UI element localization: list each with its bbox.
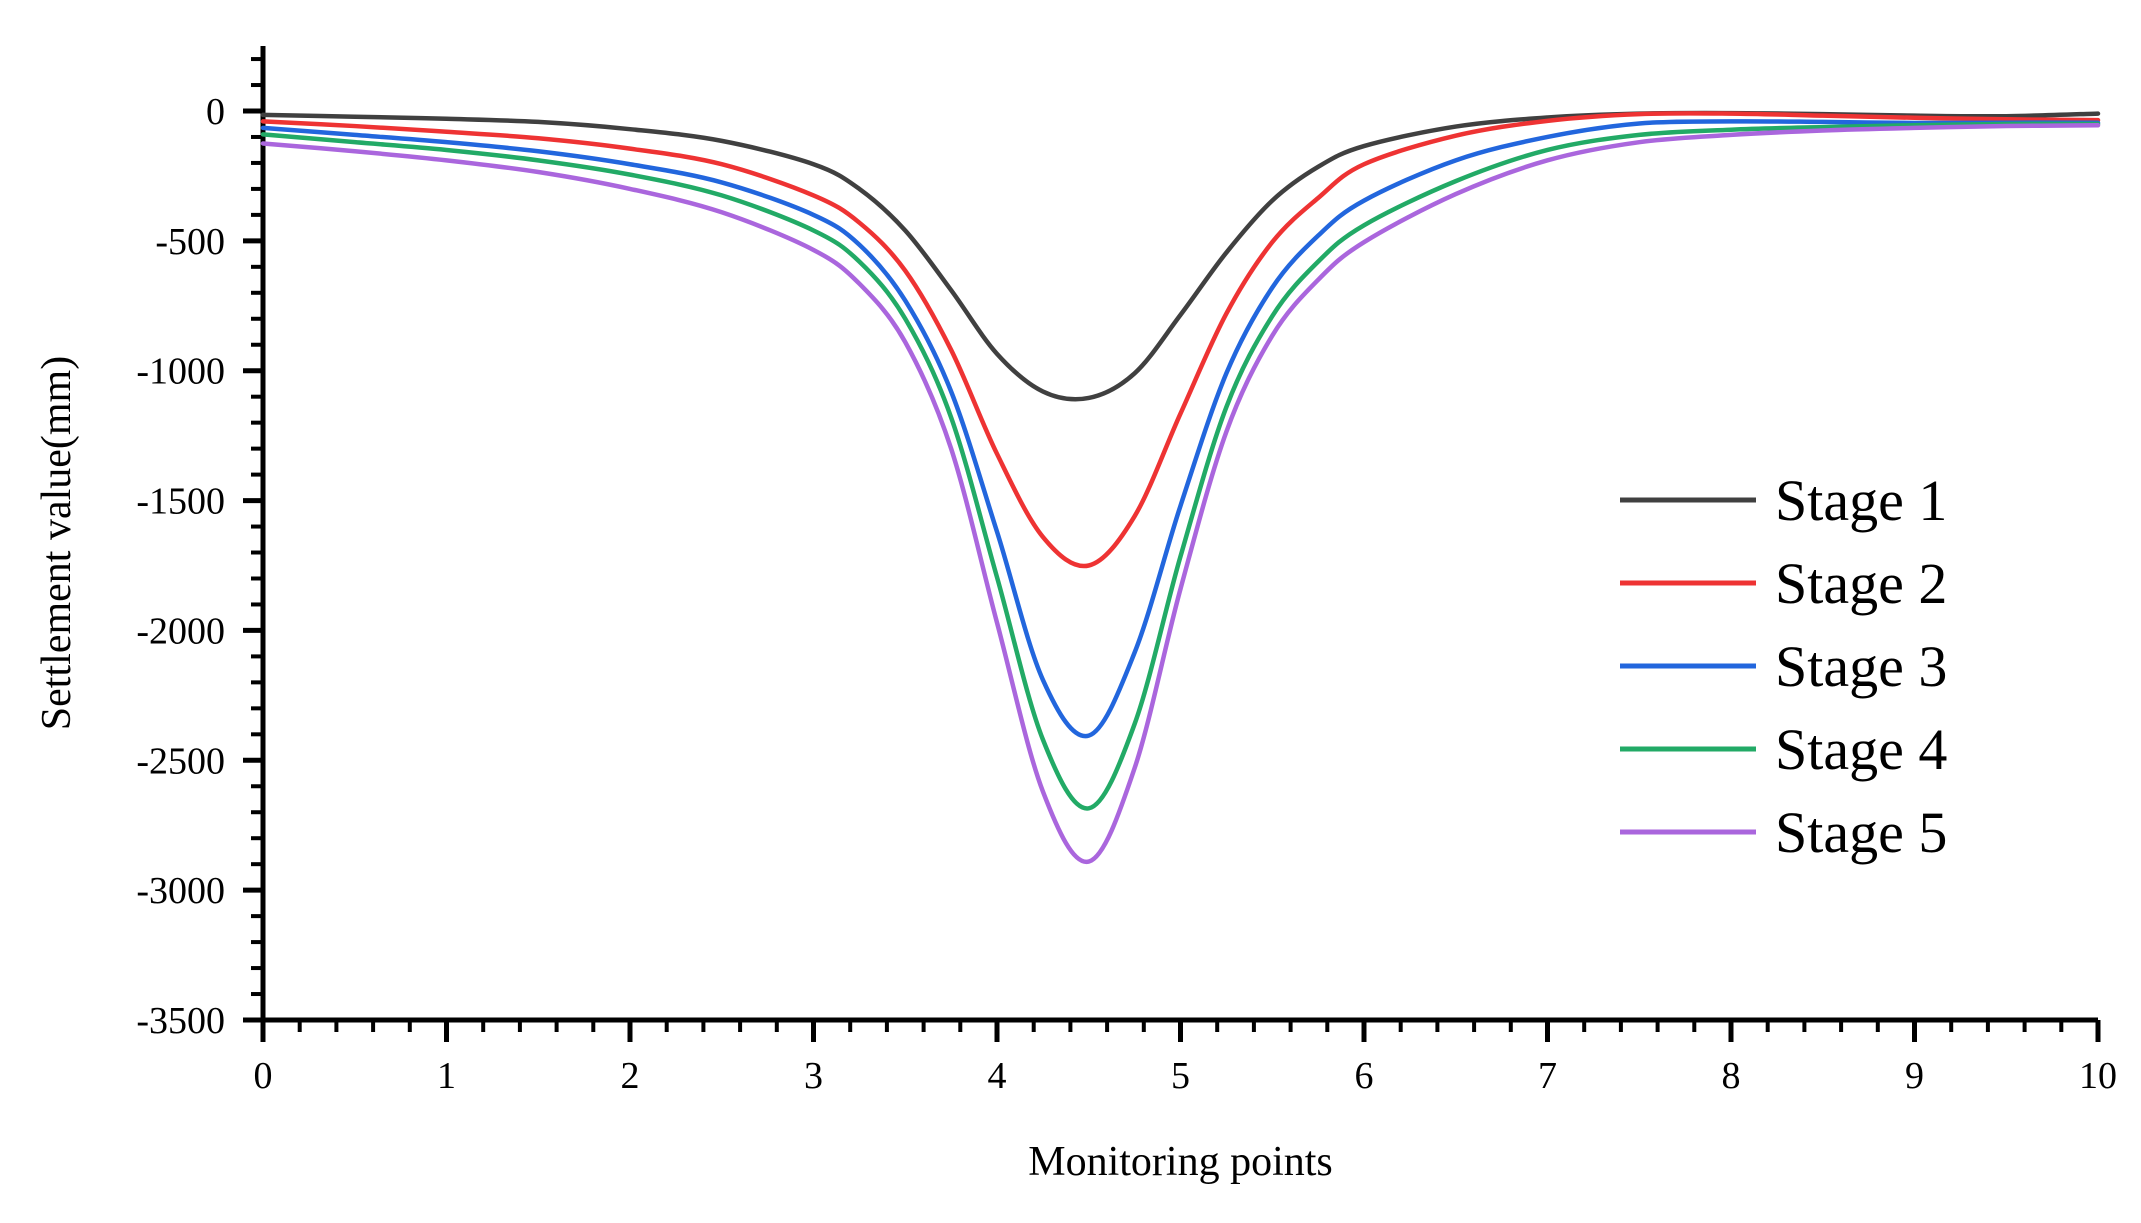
y-axis-title: Settlement value(mm) — [34, 356, 80, 730]
x-tick-label: 9 — [1905, 1055, 1924, 1097]
legend-label-stage-3: Stage 3 — [1775, 634, 1947, 699]
legend-label-stage-4: Stage 4 — [1775, 717, 1947, 782]
y-tick-label: -1000 — [136, 351, 225, 393]
y-tick-label: 0 — [206, 91, 225, 133]
y-tick-label: -2000 — [136, 610, 225, 652]
series-line-stage-2 — [260, 111, 2101, 569]
x-tick-label: 4 — [988, 1055, 1007, 1097]
y-tick-label: -2500 — [136, 740, 225, 782]
x-tick-label: 1 — [437, 1055, 456, 1097]
y-tick-label: -500 — [155, 221, 225, 263]
series-line-stage-4 — [260, 121, 2101, 811]
series-line-stage-3 — [260, 119, 2101, 739]
legend-label-stage-5: Stage 5 — [1775, 800, 1947, 865]
x-tick-label: 8 — [1722, 1055, 1741, 1097]
axes: 0 1 2 3 4 5 6 7 8 9 10 0 -500 -1000 -1500 -2000 -2500 -30… — [136, 46, 2117, 1097]
x-axis-title: Monitoring points — [1028, 1139, 1333, 1185]
x-tick-label: 5 — [1171, 1055, 1190, 1097]
x-tick-label: 10 — [2079, 1055, 2117, 1097]
y-tick-label: -3000 — [136, 870, 225, 912]
x-tick-label: 3 — [804, 1055, 823, 1097]
x-tick-label: 7 — [1538, 1055, 1557, 1097]
x-tick-label: 0 — [254, 1055, 273, 1097]
x-tick-label: 2 — [621, 1055, 640, 1097]
series-line-stage-5 — [260, 123, 2101, 864]
y-tick-label: -1500 — [136, 481, 225, 523]
legend-label-stage-2: Stage 2 — [1775, 551, 1947, 616]
y-tick-label: -3500 — [136, 1000, 225, 1042]
legend: Stage 1 Stage 2 Stage 3 Stage 4 Stage 5 — [1620, 468, 1947, 865]
legend-label-stage-1: Stage 1 — [1775, 468, 1947, 533]
x-tick-label: 6 — [1355, 1055, 1374, 1097]
series-lines — [260, 110, 2101, 864]
